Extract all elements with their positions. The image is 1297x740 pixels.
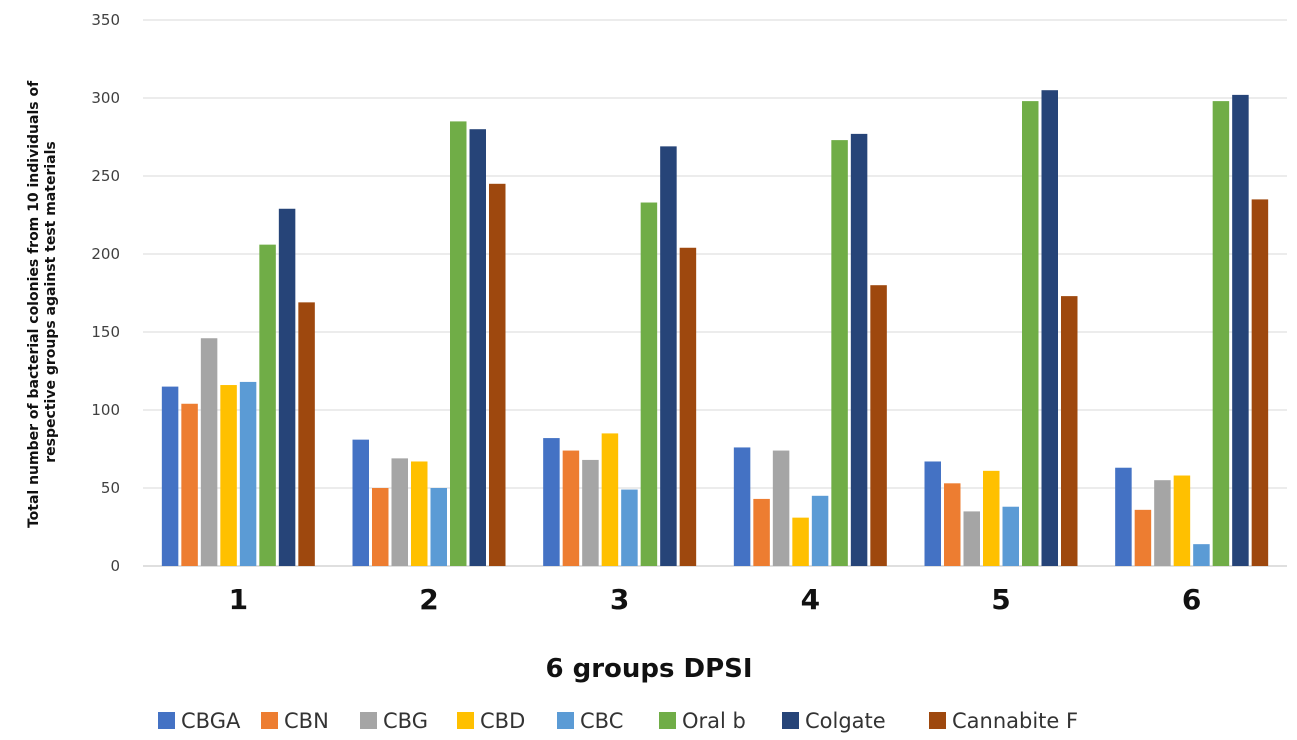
bar: [200, 338, 218, 566]
y-tick-label: 150: [91, 323, 120, 341]
bar: [278, 208, 296, 566]
bar: [181, 403, 198, 566]
legend: CBGA CBN CBG CBD CBC Oral b Colgate Cannabite F: [158, 709, 1078, 733]
y-tick-label: 50: [101, 479, 120, 497]
y-axis-label-line-1: Total number of bacterial colonies from …: [26, 80, 42, 528]
bar: [1022, 101, 1039, 567]
bar: [1212, 101, 1230, 567]
bar: [850, 133, 868, 566]
bar: [1115, 467, 1132, 566]
bar: [944, 483, 961, 566]
bar: [1193, 544, 1210, 566]
legend-swatch: [659, 712, 676, 729]
bar: [811, 495, 829, 566]
bar: [562, 450, 580, 566]
bar: [792, 517, 809, 566]
x-tick-label: 5: [991, 583, 1010, 616]
bar: [640, 202, 658, 566]
bar: [1251, 199, 1269, 566]
bar: [161, 386, 179, 566]
legend-label: Oral b: [682, 709, 746, 733]
legend-label: CBD: [480, 709, 525, 733]
legend-swatch: [557, 712, 574, 729]
bar: [924, 461, 941, 566]
bar: [983, 470, 1000, 566]
x-tick-label: 3: [610, 583, 629, 616]
bar: [679, 247, 697, 566]
bar: [352, 439, 369, 566]
x-tick-label: 6: [1182, 583, 1201, 616]
bar: [601, 433, 619, 566]
bar: [543, 438, 560, 566]
bar: [298, 302, 315, 566]
y-tick-label: 350: [91, 11, 120, 29]
legend-swatch: [457, 712, 474, 729]
legend-swatch: [360, 712, 377, 729]
bar: [1134, 509, 1152, 566]
bar: [430, 488, 447, 566]
bar: [963, 511, 980, 566]
bar: [660, 146, 677, 567]
legend-label: CBN: [284, 709, 329, 733]
legend-label: CBGA: [181, 709, 241, 733]
legend-label: Colgate: [805, 709, 886, 733]
legend-label: CBC: [580, 709, 623, 733]
gridlines: [143, 19, 1287, 567]
y-tick-label: 300: [91, 89, 120, 107]
bar: [411, 461, 428, 566]
bar: [450, 121, 467, 567]
bar: [1041, 90, 1058, 566]
bars: [161, 90, 1269, 567]
bar: [372, 488, 389, 566]
bar: [1154, 480, 1171, 566]
bar: [772, 450, 790, 566]
x-tick-label: 1: [229, 583, 248, 616]
bar: [469, 129, 486, 566]
bar: [870, 285, 887, 566]
legend-label: Cannabite F: [952, 709, 1078, 733]
bar: [753, 498, 770, 566]
legend-label: CBG: [383, 709, 428, 733]
bar: [582, 459, 599, 566]
x-axis-label: 6 groups DPSI: [545, 654, 752, 684]
y-tick-label: 200: [91, 245, 120, 263]
bar: [733, 447, 751, 566]
legend-swatch: [261, 712, 278, 729]
bar: [1061, 296, 1078, 566]
y-tick-label: 250: [91, 167, 120, 185]
bar: [1232, 94, 1249, 566]
x-tick-label: 2: [419, 583, 438, 616]
bar: [621, 489, 638, 566]
bar: [239, 381, 257, 566]
x-axis-ticks: 1 2 3 4 5 6: [229, 583, 1202, 616]
legend-swatch: [929, 712, 946, 729]
bar: [1002, 506, 1019, 566]
y-axis-label-line-2: respective groups against test materials: [43, 141, 59, 462]
y-axis-label: Total number of bacterial colonies from …: [26, 76, 59, 528]
legend-swatch: [782, 712, 799, 729]
bar: [220, 385, 237, 566]
y-axis-ticks: 0 50 100 150 200 250 300 350: [91, 11, 120, 575]
bar: [1173, 475, 1191, 566]
y-tick-label: 100: [91, 401, 120, 419]
bar: [831, 140, 848, 566]
y-tick-label: 0: [110, 557, 120, 575]
bar: [489, 183, 506, 567]
bar: [391, 458, 408, 566]
x-tick-label: 4: [801, 583, 820, 616]
legend-swatch: [158, 712, 175, 729]
bar: [259, 244, 276, 566]
